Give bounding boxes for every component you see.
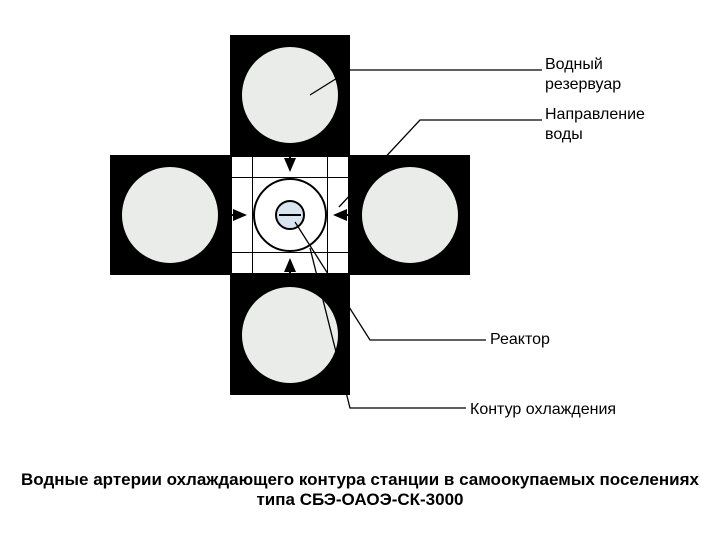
reservoir-circle-left [120,165,220,265]
module-left [110,155,230,275]
reservoir-circle-right [360,165,460,265]
label-direction: Направление воды [545,105,645,145]
caption-line2: типа СБЭ-ОАОЭ-СК-3000 [0,490,720,510]
caption-line1: Водные артерии охлаждающего контура стан… [0,470,720,490]
caption: Водные артерии охлаждающего контура стан… [0,470,720,510]
module-right [350,155,470,275]
grid-v2 [327,157,328,273]
grid-h2 [232,252,348,253]
diagram-canvas: Водный резервуар Направление воды Реакто… [0,0,720,540]
center-panel [230,155,350,275]
label-reactor: Реактор [490,330,550,350]
label-cooling: Контур охлаждения [470,400,616,420]
reservoir-circle-bottom [240,285,340,385]
label-reservoir: Водный резервуар [545,55,621,95]
reactor-bar-icon [279,214,301,216]
module-bottom [230,275,350,395]
module-top [230,35,350,155]
reservoir-circle-top [240,45,340,145]
